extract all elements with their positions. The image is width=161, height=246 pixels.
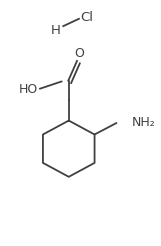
Text: H: H	[51, 24, 60, 37]
Text: HO: HO	[19, 83, 38, 96]
Text: NH₂: NH₂	[131, 117, 155, 129]
Text: Cl: Cl	[80, 11, 93, 24]
Text: O: O	[74, 47, 84, 60]
